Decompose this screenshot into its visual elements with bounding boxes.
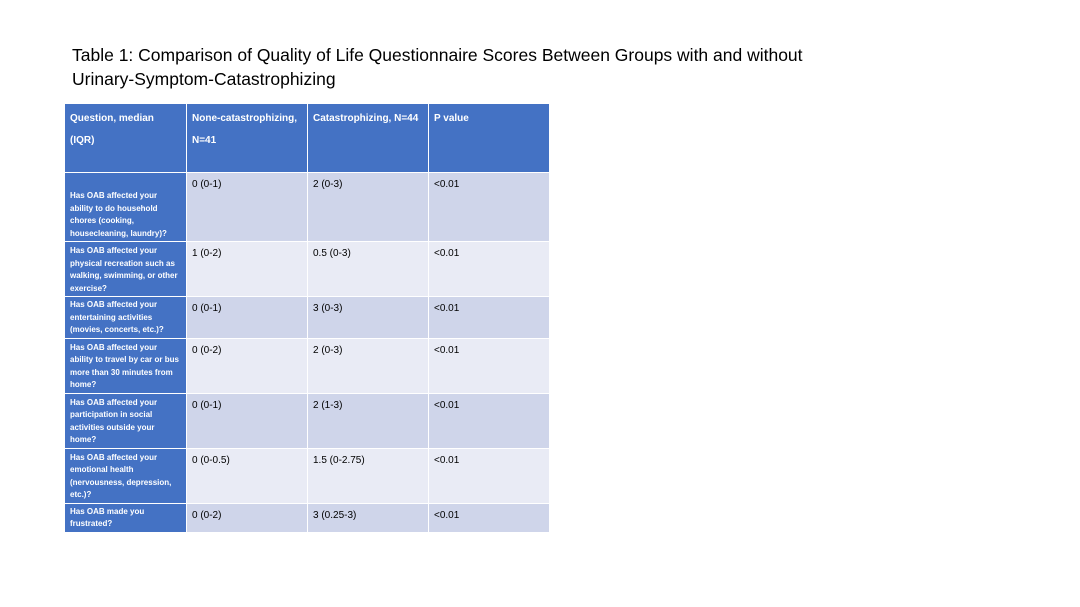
header-none-catastrophizing: None-catastrophizing, N=41 <box>186 103 308 173</box>
p-value-cell: <0.01 <box>428 296 550 339</box>
header-row: Question, median (IQR) None-catastrophiz… <box>64 103 550 173</box>
table-row: Has OAB affected your entertaining activ… <box>64 296 550 339</box>
p-value-cell: <0.01 <box>428 241 550 297</box>
header-p-value: P value <box>428 103 550 173</box>
qol-comparison-table: Question, median (IQR) None-catastrophiz… <box>64 103 550 533</box>
none-catastrophizing-cell: 0 (0-0.5) <box>186 447 308 504</box>
none-catastrophizing-cell: 1 (0-2) <box>186 241 308 297</box>
none-catastrophizing-cell: 0 (0-1) <box>186 392 308 449</box>
p-value-cell: <0.01 <box>428 337 550 394</box>
none-catastrophizing-cell: 0 (0-2) <box>186 502 308 533</box>
p-value-cell: <0.01 <box>428 392 550 449</box>
p-value-cell: <0.01 <box>428 447 550 504</box>
catastrophizing-cell: 3 (0-3) <box>307 296 429 339</box>
header-catastrophizing: Catastrophizing, N=44 <box>307 103 429 173</box>
header-question: Question, median (IQR) <box>64 103 187 173</box>
question-cell: Has OAB affected your physical recreatio… <box>64 241 187 297</box>
catastrophizing-cell: 0.5 (0-3) <box>307 241 429 297</box>
table-row: Has OAB affected your ability to travel … <box>64 337 550 394</box>
none-catastrophizing-cell: 0 (0-1) <box>186 296 308 339</box>
catastrophizing-cell: 2 (0-3) <box>307 337 429 394</box>
none-catastrophizing-cell: 0 (0-2) <box>186 337 308 394</box>
p-value-cell: <0.01 <box>428 502 550 533</box>
catastrophizing-cell: 2 (0-3) <box>307 172 429 242</box>
catastrophizing-cell: 2 (1-3) <box>307 392 429 449</box>
none-catastrophizing-cell: 0 (0-1) <box>186 172 308 242</box>
p-value-cell: <0.01 <box>428 172 550 242</box>
question-cell: Has OAB affected your ability to travel … <box>64 337 187 394</box>
catastrophizing-cell: 3 (0.25-3) <box>307 502 429 533</box>
table-row: Has OAB affected your ability to do hous… <box>64 172 550 242</box>
question-cell: Has OAB affected your entertaining activ… <box>64 296 187 339</box>
question-cell: Has OAB affected your participation in s… <box>64 392 187 449</box>
table-row: Has OAB affected your participation in s… <box>64 392 550 449</box>
question-cell: Has OAB made you frustrated? <box>64 502 187 533</box>
question-cell: Has OAB affected your emotional health (… <box>64 447 187 504</box>
catastrophizing-cell: 1.5 (0-2.75) <box>307 447 429 504</box>
table-row: Has OAB affected your emotional health (… <box>64 447 550 504</box>
table-row: Has OAB affected your physical recreatio… <box>64 241 550 297</box>
table-title: Table 1: Comparison of Quality of Life Q… <box>72 45 803 89</box>
question-cell: Has OAB affected your ability to do hous… <box>64 172 187 242</box>
table-row: Has OAB made you frustrated? 0 (0-2) 3 (… <box>64 502 550 533</box>
